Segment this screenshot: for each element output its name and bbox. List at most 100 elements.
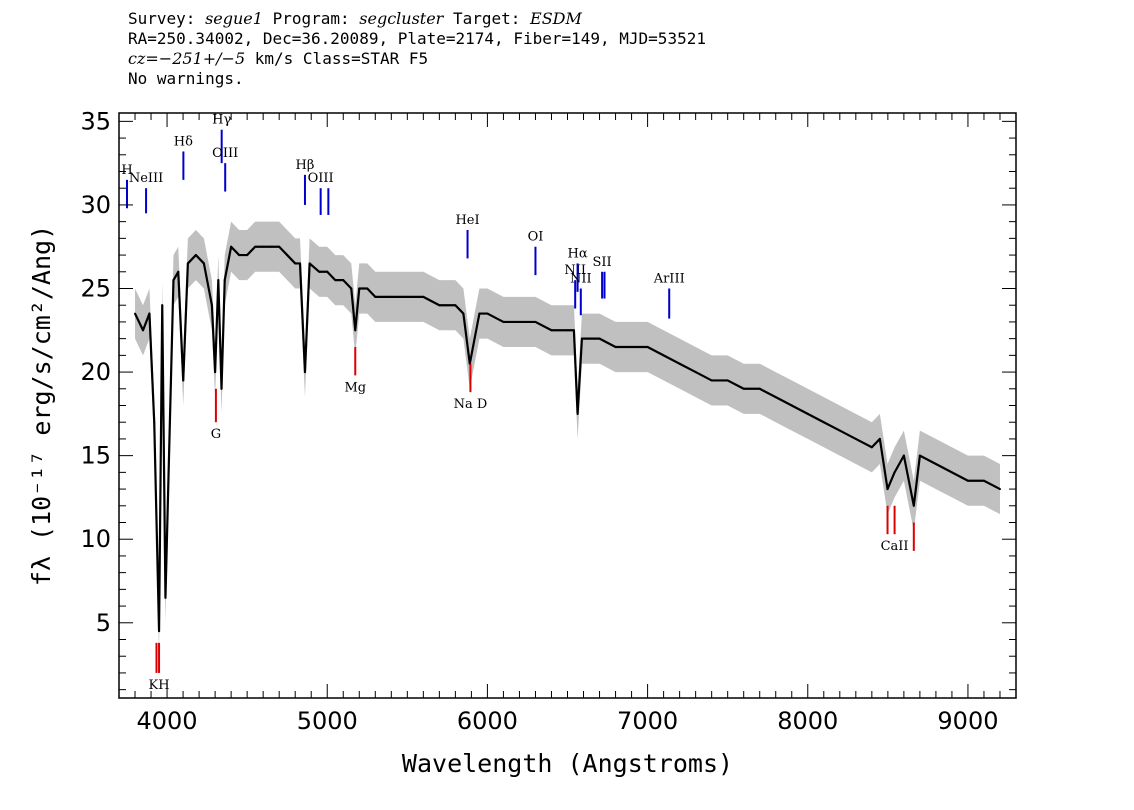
emission-line-label: NeIII bbox=[129, 171, 163, 186]
flux-point bbox=[134, 312, 137, 315]
emission-line-label: H bbox=[121, 163, 132, 178]
flux-point bbox=[354, 329, 357, 332]
flux-point bbox=[172, 279, 175, 282]
emission-line-label: NII bbox=[564, 263, 586, 278]
flux-point bbox=[182, 379, 185, 382]
absorption-line-label: CaII bbox=[881, 539, 909, 554]
flux-point bbox=[614, 346, 617, 348]
emission-line-label: OI bbox=[528, 230, 544, 245]
y-tick-label: 35 bbox=[80, 107, 111, 135]
flux-point bbox=[598, 337, 601, 340]
flux-point bbox=[164, 596, 167, 599]
y-tick-label: 10 bbox=[80, 525, 111, 553]
flux-point bbox=[886, 488, 889, 491]
flux-point bbox=[534, 320, 537, 323]
flux-point bbox=[912, 504, 915, 507]
cz-value: −251+/−5 bbox=[158, 49, 246, 68]
flux-point bbox=[358, 287, 361, 290]
flux-point bbox=[148, 312, 151, 315]
target-label: Target: bbox=[443, 9, 531, 28]
header-line-survey: Survey: segue1 Program: segcluster Targe… bbox=[128, 9, 706, 29]
emission-line-label: Hβ bbox=[296, 158, 315, 173]
flux-point bbox=[303, 371, 306, 374]
header-line-warnings: No warnings. bbox=[128, 69, 244, 88]
flux-point bbox=[214, 371, 217, 374]
flux-point bbox=[186, 262, 189, 265]
flux-point bbox=[158, 630, 161, 633]
header-line-coordinates: RA=250.34002, Dec=36.20089, Plate=2174, … bbox=[128, 29, 706, 48]
flux-point bbox=[518, 320, 521, 323]
flux-point bbox=[270, 245, 273, 248]
y-axis-title: fλ (10⁻¹⁷ erg/s/cm²/Ang) bbox=[27, 225, 56, 586]
flux-point bbox=[590, 337, 593, 340]
flux-point bbox=[806, 412, 809, 415]
flux-point bbox=[342, 279, 345, 282]
flux-point bbox=[566, 329, 569, 332]
flux-point bbox=[286, 254, 289, 257]
flux-point bbox=[934, 463, 937, 465]
error-band bbox=[135, 221, 1000, 657]
x-tick-label: 4000 bbox=[137, 707, 198, 735]
flux-point bbox=[350, 287, 353, 290]
flux-point bbox=[454, 304, 457, 307]
flux-point bbox=[694, 371, 697, 374]
emission-line-label: NII bbox=[570, 272, 592, 287]
survey-label: Survey: bbox=[128, 9, 206, 28]
emission-line-label: OIII bbox=[212, 146, 238, 161]
flux-point bbox=[294, 262, 297, 265]
flux-point bbox=[550, 329, 553, 332]
flux-point bbox=[161, 304, 164, 307]
spectrum-header: Survey: segue1 Program: segcluster Targe… bbox=[128, 9, 706, 89]
flux-point bbox=[438, 304, 441, 307]
flux-point bbox=[950, 471, 953, 474]
error-band-layer bbox=[135, 221, 1000, 657]
flux-point bbox=[366, 287, 369, 290]
x-tick-label: 8000 bbox=[777, 707, 838, 735]
flux-point bbox=[854, 437, 857, 440]
flux-point bbox=[576, 412, 579, 415]
flux-point bbox=[572, 329, 575, 332]
flux-point bbox=[726, 379, 729, 382]
flux-point bbox=[262, 245, 265, 248]
emission-line-label: Hγ bbox=[212, 113, 231, 128]
flux-point bbox=[318, 270, 321, 273]
flux-point bbox=[153, 421, 156, 424]
flux-point bbox=[194, 254, 197, 257]
absorption-line-label: KH bbox=[149, 678, 170, 693]
flux-point bbox=[230, 245, 233, 248]
flux-point bbox=[502, 320, 505, 323]
header-line-redshift: cz=−251+/−5 km/s Class=STAR F5 bbox=[128, 49, 706, 69]
flux-point bbox=[486, 312, 489, 315]
x-tick-label: 9000 bbox=[937, 707, 998, 735]
flux-point bbox=[838, 429, 841, 432]
flux-point bbox=[893, 471, 896, 474]
flux-point bbox=[662, 354, 665, 357]
flux-point bbox=[390, 295, 393, 298]
flux-point bbox=[278, 245, 281, 248]
flux-point bbox=[422, 295, 425, 298]
plot-frame bbox=[118, 112, 1017, 699]
flux-point bbox=[406, 295, 409, 298]
flux-point bbox=[790, 404, 793, 407]
y-tick-label: 20 bbox=[80, 358, 111, 386]
emission-line-label: SII bbox=[593, 255, 612, 270]
flux-point bbox=[478, 312, 481, 315]
absorption-line-label: Mg bbox=[344, 380, 366, 395]
flux-point bbox=[878, 437, 881, 440]
absorption-line-label: Na D bbox=[454, 397, 488, 412]
flux-point bbox=[646, 346, 649, 348]
survey-value: segue1 bbox=[205, 9, 263, 28]
class-text: km/s Class=STAR F5 bbox=[245, 49, 429, 68]
flux-point bbox=[630, 346, 633, 348]
y-axis-title-group: fλ (10⁻¹⁷ erg/s/cm²/Ang) bbox=[27, 225, 56, 586]
x-tick-label: 7000 bbox=[617, 707, 678, 735]
flux-point bbox=[177, 270, 180, 273]
y-tick-label: 15 bbox=[80, 442, 111, 470]
flux-point bbox=[902, 454, 905, 457]
x-tick-label: 5000 bbox=[297, 707, 358, 735]
flux-point bbox=[254, 245, 257, 248]
flux-point bbox=[822, 421, 825, 424]
series-layer bbox=[134, 245, 1001, 633]
flux-point bbox=[758, 387, 761, 390]
flux-point bbox=[210, 304, 213, 307]
